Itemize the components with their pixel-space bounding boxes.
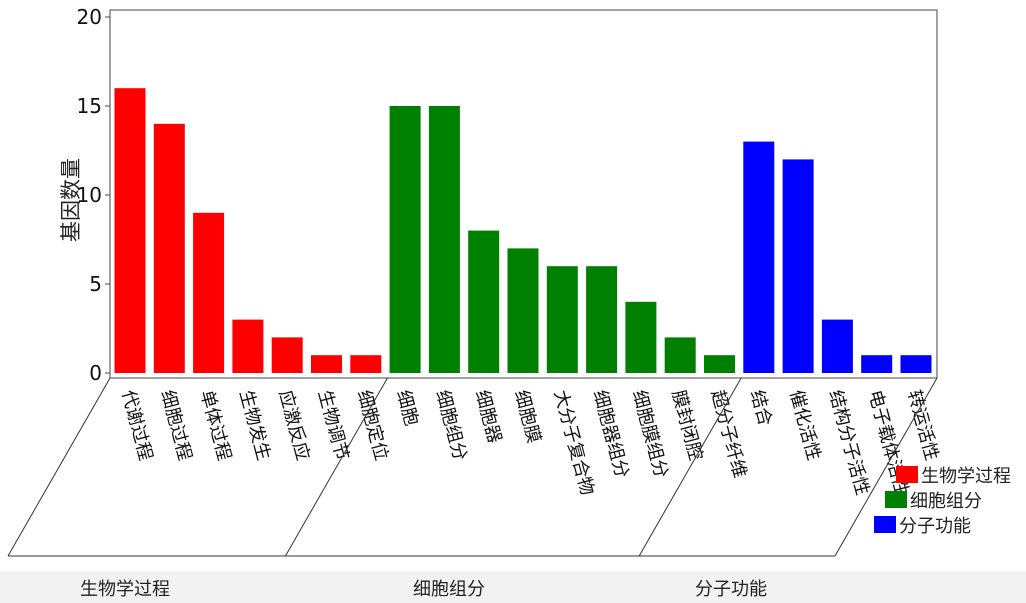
legend-item: 生物学过程 (896, 462, 1011, 487)
category-label: 细胞组分 (432, 388, 471, 463)
legend-swatch (885, 491, 907, 508)
category-labels: 代谢过程 细胞过程 单体过程 生物发生 应激反应 生物调节 细胞定位 细胞 细胞组分 细胞器 细胞膜… (117, 388, 942, 498)
y-tick-label: 0 (89, 361, 102, 385)
plot-frame (109, 9, 938, 379)
group-name-biological-process: 生物学过程 (80, 579, 170, 600)
category-label: 细胞膜 (510, 388, 544, 446)
group-name-molecular-function: 分子功能 (695, 579, 767, 600)
y-tick-label: 5 (89, 272, 102, 296)
bar (468, 230, 500, 373)
bar (193, 212, 225, 373)
legend-swatch (896, 466, 918, 483)
category-label: 细胞 (392, 388, 422, 428)
category-label: 结合 (746, 388, 776, 428)
bar (625, 301, 657, 373)
bar (389, 106, 421, 373)
legend-label: 生物学过程 (921, 465, 1011, 487)
bar (782, 159, 814, 373)
category-label: 超分子纤维 (707, 388, 751, 480)
bar (900, 355, 932, 373)
bar (546, 266, 578, 373)
category-label: 转运活性 (903, 388, 942, 463)
category-label: 细胞器组分 (589, 388, 633, 480)
category-label: 细胞膜组分 (628, 388, 672, 480)
group-separator-line (285, 377, 388, 557)
y-axis-label: 基因数量 (59, 158, 83, 242)
bar (743, 141, 775, 373)
group-separator-line (638, 377, 742, 557)
bar (704, 355, 735, 373)
bar (428, 106, 460, 373)
plot-area (109, 9, 938, 379)
category-label: 生物发生 (235, 388, 274, 463)
category-label: 细胞过程 (156, 388, 195, 463)
bars (114, 88, 932, 373)
category-label: 细胞定位 (353, 388, 392, 463)
group-separator-line (834, 377, 938, 557)
group-name-strip (0, 571, 1026, 603)
bar (664, 337, 696, 373)
category-label: 细胞器 (471, 388, 505, 446)
bar (350, 355, 382, 373)
category-label: 应激反应 (274, 388, 313, 463)
category-label: 代谢过程 (117, 388, 156, 463)
bar (232, 319, 264, 373)
category-label: 结构分子活性 (825, 388, 873, 498)
category-label: 大分子复合物 (549, 388, 597, 498)
legend-item: 分子功能 (874, 512, 1011, 537)
bar (114, 88, 146, 373)
bar (821, 319, 853, 373)
group-brackets (7, 377, 938, 557)
bar (271, 337, 303, 373)
y-tick-label: 10 (77, 183, 102, 207)
legend-label: 细胞组分 (910, 490, 982, 512)
category-label: 单体过程 (196, 388, 235, 463)
group-name-cellular-component: 细胞组分 (413, 579, 485, 600)
bar (311, 355, 342, 373)
category-label: 催化活性 (785, 388, 824, 463)
category-label: 生物调节 (314, 388, 353, 463)
legend: 生物学过程 细胞组分 分子功能 (874, 462, 1011, 537)
group-separator-line (7, 377, 111, 557)
legend-item: 细胞组分 (885, 487, 1011, 512)
category-label: 膜封闭腔 (667, 388, 706, 463)
legend-label: 分子功能 (899, 515, 971, 537)
bar (507, 248, 539, 373)
bar (153, 123, 185, 373)
legend-swatch (874, 516, 896, 533)
y-tick-label: 20 (77, 5, 102, 29)
y-tick-label: 15 (77, 94, 102, 118)
bar (861, 355, 893, 373)
bar (586, 266, 618, 373)
y-axis-ticks: 0 5 10 15 20 (77, 5, 110, 385)
